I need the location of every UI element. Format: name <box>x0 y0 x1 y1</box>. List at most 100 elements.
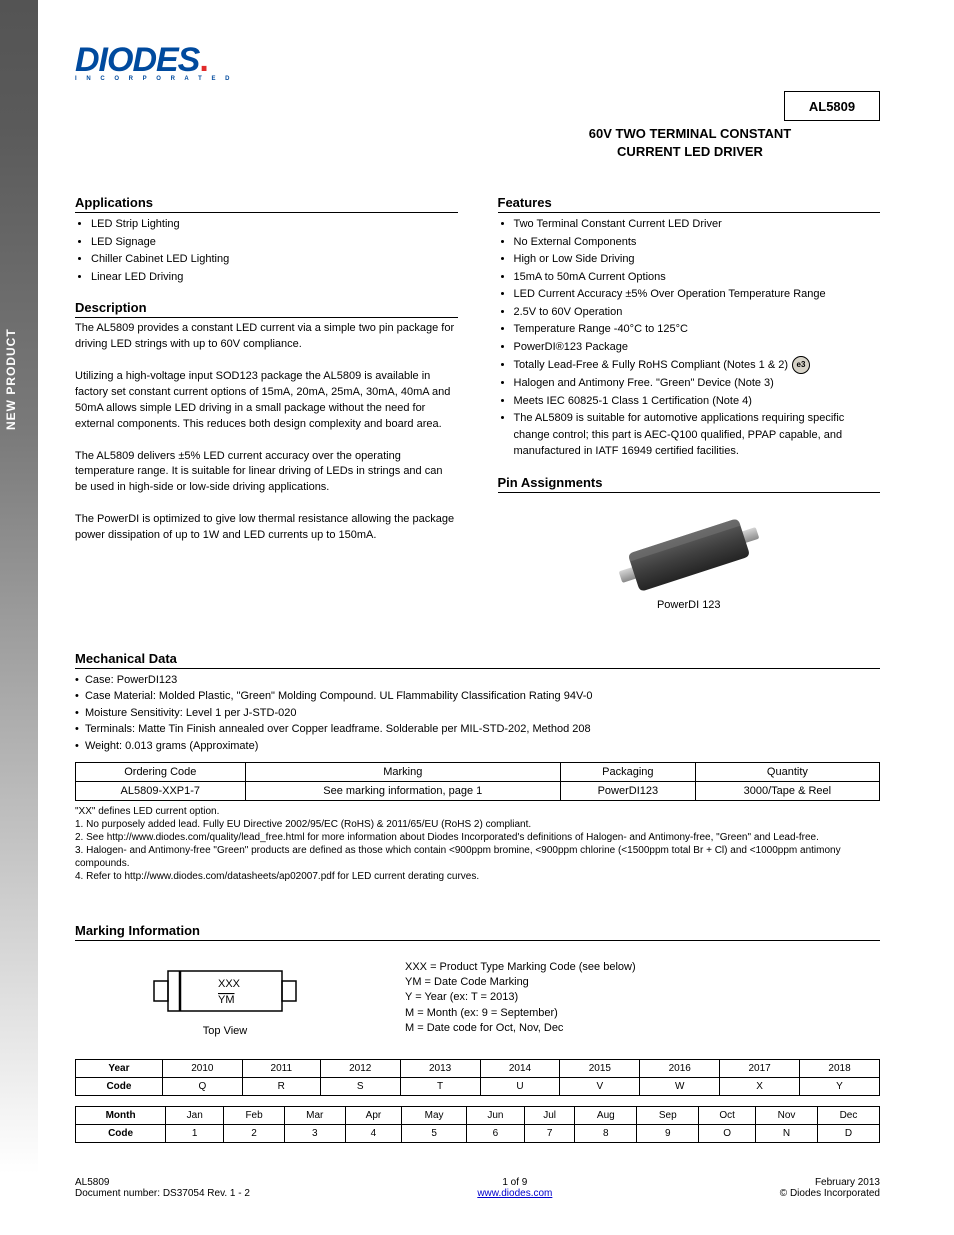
table-cell: Y <box>800 1078 880 1096</box>
table-header-cell: Packaging <box>560 763 695 782</box>
table-row: AL5809-XXP1-7See marking information, pa… <box>76 782 880 801</box>
logo-subtext: I N C O R P O R A T E D <box>75 76 880 82</box>
table-cell: Dec <box>817 1107 879 1125</box>
table-cell: R <box>242 1078 320 1096</box>
marking-caption: Top View <box>203 1025 247 1037</box>
footer-center: 1 of 9 www.diodes.com <box>250 1177 780 1199</box>
footer-left: AL5809 Document number: DS37054 Rev. 1 -… <box>75 1177 250 1199</box>
table-header-row: Ordering CodeMarkingPackagingQuantity <box>76 763 880 782</box>
logo-main-text: DIODES <box>75 41 199 79</box>
legend-line: Y = Year (ex: T = 2013) <box>405 990 636 1005</box>
note-line: 3. Halogen- and Antimony-free "Green" pr… <box>75 844 880 870</box>
table-cell: 8 <box>575 1125 637 1143</box>
table-cell: Oct <box>699 1107 756 1125</box>
table-cell: Jan <box>166 1107 224 1125</box>
list-item: • Terminals: Matte Tin Finish annealed o… <box>75 721 880 738</box>
table-cell: 2016 <box>640 1060 720 1078</box>
list-item: The AL5809 is suitable for automotive ap… <box>514 410 881 460</box>
list-item: No External Components <box>514 234 881 251</box>
footer-right-line2: © Diodes Incorporated <box>780 1188 880 1199</box>
list-item: • Case Material: Molded Plastic, "Green"… <box>75 688 880 705</box>
table-cell: 9 <box>637 1125 699 1143</box>
month-code-table: MonthJanFebMarAprMayJunJulAugSepOctNovDe… <box>75 1106 880 1143</box>
part-number-box: AL5809 <box>784 91 880 121</box>
applications-heading: Applications <box>75 195 458 213</box>
note-line: 2. See http://www.diodes.com/quality/lea… <box>75 831 880 844</box>
sidebar-gradient <box>0 0 38 1235</box>
package-caption: PowerDI 123 <box>498 599 881 611</box>
list-item: Meets IEC 60825-1 Class 1 Certification … <box>514 393 881 410</box>
list-item: Chiller Cabinet LED Lighting <box>91 251 458 268</box>
list-item: 15mA to 50mA Current Options <box>514 269 881 286</box>
title-line2: CURRENT LED DRIVER <box>500 143 880 161</box>
note-line: 4. Refer to http://www.diodes.com/datash… <box>75 870 880 883</box>
mechanical-heading: Mechanical Data <box>75 651 880 669</box>
table-cell: See marking information, page 1 <box>245 782 560 801</box>
table-row: Code123456789OND <box>76 1125 880 1143</box>
mechanical-table: Ordering CodeMarkingPackagingQuantity AL… <box>75 762 880 801</box>
note-line: "XX" defines LED current option. <box>75 805 880 818</box>
table-cell: Mar <box>284 1107 345 1125</box>
sidebar-vertical-text: NEW PRODUCT <box>4 328 18 430</box>
features-list: Two Terminal Constant Current LED Driver… <box>498 216 881 460</box>
legend-line: YM = Date Code Marking <box>405 975 636 990</box>
table-cell: 2013 <box>400 1060 480 1078</box>
table-cell: 5 <box>402 1125 467 1143</box>
right-column: Features Two Terminal Constant Current L… <box>498 195 881 611</box>
logo-dot: . <box>199 41 207 79</box>
package-photo <box>619 505 759 595</box>
description-heading: Description <box>75 300 458 318</box>
table-cell: 2 <box>224 1125 285 1143</box>
table-cell: 3 <box>284 1125 345 1143</box>
list-item: LED Signage <box>91 234 458 251</box>
list-item: Totally Lead-Free & Fully RoHS Compliant… <box>514 356 881 374</box>
table-cell: PowerDI123 <box>560 782 695 801</box>
table-cell: 2014 <box>480 1060 560 1078</box>
table-cell: Apr <box>345 1107 402 1125</box>
logo-block: DIODES. I N C O R P O R A T E D <box>75 45 880 100</box>
footer-left-line2: Document number: DS37054 Rev. 1 - 2 <box>75 1188 250 1199</box>
table-cell: Code <box>76 1125 166 1143</box>
list-item: LED Strip Lighting <box>91 216 458 233</box>
footer-center-line1: 1 of 9 <box>250 1177 780 1188</box>
mechanical-section: Mechanical Data • Case: PowerDI123• Case… <box>75 651 880 884</box>
table-cell: Q <box>162 1078 242 1096</box>
table-cell: 2015 <box>560 1060 640 1078</box>
table-cell: Jun <box>466 1107 524 1125</box>
table-cell: 6 <box>466 1125 524 1143</box>
footer-right: February 2013 © Diodes Incorporated <box>780 1177 880 1199</box>
table-cell: 3000/Tape & Reel <box>695 782 879 801</box>
marking-svg: XXX YM <box>150 959 300 1023</box>
table-cell: Jul <box>524 1107 574 1125</box>
legend-line: M = Date code for Oct, Nov, Dec <box>405 1021 636 1036</box>
list-item: • Moisture Sensitivity: Level 1 per J-ST… <box>75 705 880 722</box>
table-cell: 4 <box>345 1125 402 1143</box>
table-cell: 2011 <box>242 1060 320 1078</box>
year-code-table: Year201020112012201320142015201620172018… <box>75 1059 880 1096</box>
marking-heading: Marking Information <box>75 923 880 941</box>
columns-row-1: Applications LED Strip LightingLED Signa… <box>75 195 880 611</box>
list-item: • Case: PowerDI123 <box>75 672 880 689</box>
list-item: 2.5V to 60V Operation <box>514 304 881 321</box>
table-row: MonthJanFebMarAprMayJunJulAugSepOctNovDe… <box>76 1107 880 1125</box>
note-line: 1. No purposely added lead. Fully EU Dir… <box>75 818 880 831</box>
table-header-cell: Marking <box>245 763 560 782</box>
table-cell: AL5809-XXP1-7 <box>76 782 246 801</box>
table-cell: Feb <box>224 1107 285 1125</box>
table-row: CodeQRSTUVWXY <box>76 1078 880 1096</box>
footer-center-link[interactable]: www.diodes.com <box>250 1188 780 1199</box>
table-header-cell: Quantity <box>695 763 879 782</box>
table-cell: U <box>480 1078 560 1096</box>
marking-flex: XXX YM Top View XXX = Product Type Marki… <box>75 959 880 1037</box>
table-row: Year201020112012201320142015201620172018 <box>76 1060 880 1078</box>
applications-list: LED Strip LightingLED SignageChiller Cab… <box>75 216 458 285</box>
marking-section: Marking Information XXX YM Top View XXX … <box>75 923 880 1143</box>
list-item: Linear LED Driving <box>91 269 458 286</box>
table-cell: W <box>640 1078 720 1096</box>
marking-legend: XXX = Product Type Marking Code (see bel… <box>405 960 636 1037</box>
marking-code-text: XXX <box>218 978 241 990</box>
table-cell: Nov <box>756 1107 818 1125</box>
table-cell: 2012 <box>320 1060 400 1078</box>
left-column: Applications LED Strip LightingLED Signa… <box>75 195 458 611</box>
table-cell: N <box>756 1125 818 1143</box>
